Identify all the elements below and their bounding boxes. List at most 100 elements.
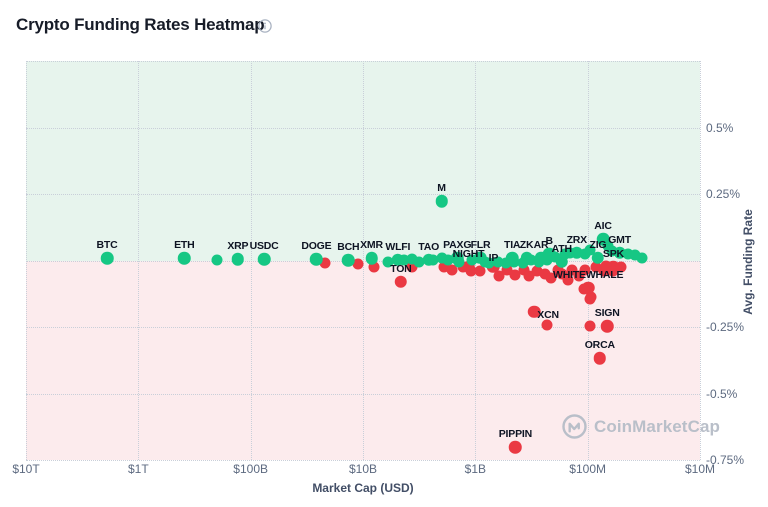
data-point[interactable] [584, 293, 596, 305]
y-tick-label: -0.25% [706, 320, 745, 334]
data-point[interactable] [352, 258, 364, 270]
data-point[interactable] [427, 254, 439, 266]
data-point[interactable] [501, 264, 513, 276]
data-point[interactable] [593, 352, 607, 365]
point-label: DOGE [301, 240, 332, 253]
data-point[interactable] [562, 274, 574, 286]
data-point[interactable] [466, 254, 478, 266]
data-point[interactable] [342, 253, 355, 267]
data-point[interactable] [394, 275, 408, 288]
data-point[interactable] [508, 256, 520, 268]
point-label: AIC [594, 220, 612, 233]
point-label: GMT [608, 233, 631, 246]
data-point[interactable] [525, 254, 537, 266]
data-point[interactable] [573, 270, 585, 282]
data-point[interactable] [531, 265, 543, 277]
data-point[interactable] [413, 256, 425, 268]
data-point[interactable] [492, 256, 504, 268]
data-point[interactable] [483, 257, 495, 269]
data-point[interactable] [590, 261, 602, 273]
data-point[interactable] [406, 253, 417, 265]
data-point[interactable] [591, 251, 605, 264]
data-point[interactable] [584, 244, 596, 256]
data-point[interactable] [493, 270, 505, 282]
data-point[interactable] [319, 257, 331, 269]
data-point[interactable] [629, 249, 641, 261]
data-point[interactable] [527, 305, 541, 318]
data-point[interactable] [178, 252, 191, 265]
data-point[interactable] [607, 265, 619, 277]
data-point[interactable] [100, 252, 114, 265]
data-point[interactable] [231, 253, 245, 266]
point-label: BTC [96, 239, 118, 252]
data-point[interactable] [365, 252, 378, 265]
data-point[interactable] [509, 269, 521, 281]
data-point[interactable] [368, 261, 380, 273]
data-point[interactable] [600, 260, 612, 272]
data-point[interactable] [465, 265, 477, 277]
point-label: XMR [360, 239, 383, 252]
data-point[interactable] [509, 441, 522, 454]
x-tick-label: $1T [127, 462, 149, 476]
data-point[interactable] [310, 253, 323, 266]
grid-line [26, 460, 700, 461]
data-point[interactable] [518, 264, 530, 276]
data-point[interactable] [579, 248, 591, 260]
point-label: PAXG [443, 239, 472, 252]
data-point[interactable] [533, 256, 545, 268]
point-label: WHITEWHALE [552, 268, 624, 281]
data-point[interactable] [606, 245, 618, 257]
data-point[interactable] [615, 261, 627, 273]
info-icon[interactable] [258, 19, 272, 33]
data-point[interactable] [442, 254, 454, 266]
data-point[interactable] [398, 254, 410, 266]
data-point[interactable] [453, 256, 465, 268]
data-point[interactable] [598, 265, 610, 277]
grid-line [250, 61, 252, 460]
data-point[interactable] [579, 264, 591, 276]
data-point[interactable] [556, 268, 568, 280]
grid-line [363, 61, 364, 460]
grid-line [587, 61, 589, 460]
data-point[interactable] [257, 253, 271, 266]
data-point[interactable] [500, 257, 512, 269]
data-point[interactable] [523, 270, 535, 282]
point-label: B [545, 234, 553, 247]
data-point[interactable] [438, 261, 450, 273]
data-point[interactable] [457, 261, 469, 273]
data-point[interactable] [600, 320, 614, 333]
page-title: Crypto Funding Rates Heatmap [16, 15, 265, 34]
data-point[interactable] [622, 248, 634, 260]
data-point[interactable] [539, 268, 551, 280]
data-point[interactable] [541, 319, 553, 331]
point-label: ATH [551, 242, 572, 255]
data-point[interactable] [541, 254, 553, 266]
y-axis-title: Avg. Funding Rate [741, 209, 755, 315]
data-point[interactable] [636, 252, 648, 264]
point-label: ORCA [584, 339, 615, 352]
grid-line [138, 61, 140, 460]
data-point[interactable] [382, 256, 394, 268]
data-point[interactable] [436, 252, 448, 264]
point-label: ETH [174, 239, 195, 252]
point-label: TON [390, 262, 412, 275]
point-label: NIGHT [452, 247, 485, 260]
data-point[interactable] [545, 272, 557, 284]
data-point[interactable] [584, 320, 596, 332]
x-axis-title: Market Cap (USD) [312, 481, 414, 495]
data-point[interactable] [566, 264, 578, 276]
point-label: M [437, 182, 446, 195]
data-point[interactable] [564, 247, 576, 259]
coinmarketcap-logo-icon [562, 414, 587, 439]
data-point[interactable] [578, 283, 590, 295]
data-point[interactable] [517, 257, 529, 269]
data-point[interactable] [211, 254, 223, 266]
data-point[interactable] [446, 264, 458, 276]
point-label: SPK [602, 248, 624, 261]
data-point[interactable] [435, 195, 448, 208]
point-label: SIGN [594, 307, 620, 320]
data-point[interactable] [549, 251, 561, 262]
data-point[interactable] [406, 261, 417, 273]
data-point[interactable] [474, 265, 486, 277]
